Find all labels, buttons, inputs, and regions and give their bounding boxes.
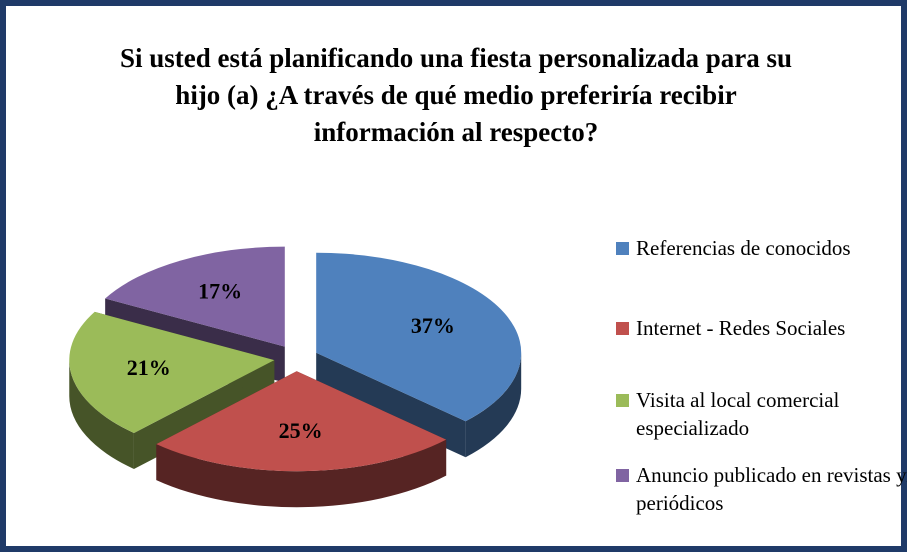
pie-plot: 37% 25% 21% 17% [69, 246, 522, 508]
legend-swatch [616, 242, 629, 255]
legend-label: Internet - Redes Sociales [636, 316, 846, 340]
slice [316, 252, 522, 422]
value-label: 21% [127, 355, 171, 380]
slice-side [316, 352, 466, 458]
slice-wall [69, 360, 134, 469]
legend-item: Visita al local comercial especializado [616, 386, 907, 442]
legend-label: Anuncio publicado en revistas y/o periód… [636, 463, 907, 515]
slice [156, 371, 447, 472]
value-label: 37% [411, 313, 455, 338]
legend-item: Referencias de conocidos [616, 234, 907, 262]
legend-item: Internet - Redes Sociales [616, 314, 907, 342]
legend-swatch [616, 394, 629, 407]
slice-wall [465, 352, 522, 458]
slice-wall [156, 439, 447, 508]
value-label: 25% [279, 418, 323, 443]
legend-label: Visita al local comercial especializado [636, 388, 840, 440]
legend-swatch [616, 322, 629, 335]
slice [69, 311, 275, 433]
legend-swatch [616, 469, 629, 482]
chart-title: Si usted está planificando una fiesta pe… [119, 43, 793, 147]
legend-item: Anuncio publicado en revistas y/o periód… [616, 461, 907, 517]
value-label: 17% [198, 278, 242, 303]
legend-label: Referencias de conocidos [636, 236, 851, 260]
slice [105, 246, 285, 347]
